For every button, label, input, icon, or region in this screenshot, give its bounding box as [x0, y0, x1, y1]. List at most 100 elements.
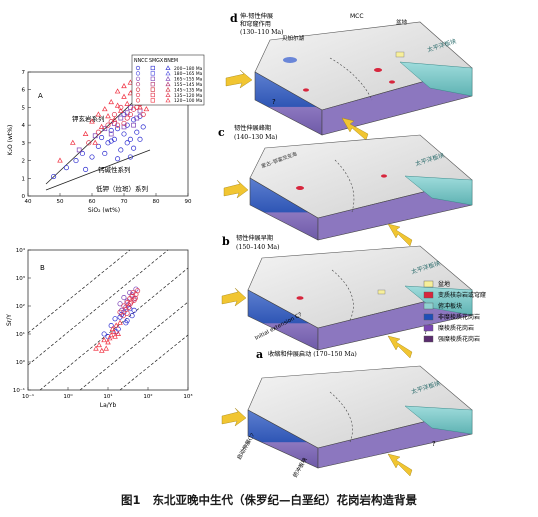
scatter-point — [101, 337, 107, 343]
x-tick-label: 80 — [153, 199, 160, 205]
scatter-point — [124, 100, 130, 106]
legend-age: 155~145 Ma — [174, 82, 203, 88]
plot-b-ylabel: Sr/Y — [6, 314, 13, 326]
legend-symbol-bnem — [165, 70, 171, 76]
block-d-question: ? — [272, 98, 276, 106]
block-c-fault — [334, 159, 355, 213]
block-b: b 韧性伸展早期 (150–140 Ma) 太平洋板块 Initial exte… — [221, 234, 473, 359]
legend-symbol-smgx — [150, 87, 155, 92]
scatter-point — [137, 104, 143, 110]
block-d-basin — [395, 51, 405, 58]
x-tick-label: 70 — [121, 199, 128, 205]
y-tick-label: 10¹ — [16, 331, 25, 338]
block-d-letter: d — [230, 12, 238, 25]
scatter-point — [108, 138, 114, 144]
block-b-question: ? — [424, 328, 428, 336]
y-tick-label: 2 — [22, 159, 26, 165]
block-d-lake-label: 贝加尔湖 — [282, 34, 305, 42]
scatter-point — [108, 98, 114, 105]
plot-b-yticks: 10⁻¹ 10⁰ 10¹ 10² 10³ 10⁴ — [13, 247, 31, 394]
scatter-point — [117, 309, 123, 315]
scatter-point — [102, 150, 108, 157]
y-tick-label: 1 — [22, 176, 26, 182]
legend-symbol-bnem — [165, 86, 171, 92]
scatter-point — [106, 335, 113, 341]
block-b-arrow-left — [221, 287, 247, 307]
legend-symbol-smgx — [150, 82, 155, 87]
scatter-point — [130, 290, 136, 296]
block-c-arrow-right — [387, 223, 413, 247]
legend-symbol-bnem — [165, 65, 171, 70]
scatter-point — [115, 126, 121, 132]
scatter-point — [134, 129, 140, 135]
scatter-point — [92, 133, 98, 139]
plot-b-frame — [27, 249, 189, 391]
scatter-point — [115, 122, 121, 128]
legend-symbol-smgx — [150, 98, 155, 103]
legend-age: 180~165 Ma — [174, 71, 203, 77]
x-tick-label: 10⁻¹ — [22, 393, 34, 400]
scatter-point — [83, 166, 89, 172]
scatter-point — [108, 323, 114, 329]
legend-age: 135~120 Ma — [174, 93, 203, 99]
y-tick-label: 10² — [16, 303, 25, 310]
caption-fig-number: 图1 — [120, 493, 141, 507]
scatter-point — [127, 301, 133, 307]
scatter-point — [124, 115, 130, 121]
figure-caption: 图1 东北亚晚中生代（侏罗纪—白垩纪）花岗岩构造背景 — [0, 492, 538, 508]
legend-symbol-nncc — [135, 82, 141, 87]
scatter-point — [112, 333, 118, 339]
legend-symbol-nncc — [135, 98, 141, 103]
scatter-point — [114, 102, 121, 108]
y-tick-label: 7 — [22, 70, 26, 76]
block-c-letter: c — [218, 126, 225, 139]
block-d-basin-label: 盆地 — [396, 18, 408, 26]
scatter-point — [127, 79, 134, 85]
plot-b-label: B — [40, 264, 45, 272]
legend-symbol-nncc — [135, 87, 141, 92]
block-c-mcc — [296, 186, 304, 190]
block-d-arrow-right — [341, 117, 369, 141]
legend-symbol-nncc — [135, 76, 141, 81]
legend-age: 145~135 Ma — [174, 87, 203, 93]
scatter-point — [112, 316, 118, 322]
scatter-point — [111, 116, 118, 122]
scatter-point — [101, 331, 107, 337]
scatter-point — [129, 292, 135, 298]
scatter-point — [131, 122, 136, 128]
scatter-point — [118, 115, 124, 121]
block-c-age: (140–130 Ma) — [234, 134, 278, 141]
block-a-fault — [329, 391, 353, 443]
block-a-arrow-right — [387, 453, 413, 477]
block-a-letter: a — [256, 348, 263, 361]
scatter-point — [99, 134, 105, 141]
plot-b-points — [93, 286, 141, 353]
legend-swatch — [423, 324, 434, 332]
legend-swatch — [423, 280, 434, 288]
legend-symbol-smgx — [150, 92, 155, 98]
scatter-point — [121, 131, 127, 137]
scatter-point — [115, 156, 121, 162]
scatter-point — [121, 93, 127, 99]
y-tick-label: 10⁻¹ — [13, 387, 25, 394]
legend-label: 糜棱质花岗岩 — [438, 324, 474, 332]
scatter-point — [95, 111, 102, 117]
scatter-point — [121, 124, 127, 130]
x-tick-label: 10¹ — [103, 393, 112, 400]
y-tick-label: 10⁰ — [16, 359, 26, 366]
plot-a-xticks: 40 50 60 70 80 90 — [25, 193, 192, 205]
scatter-point — [133, 286, 139, 292]
scatter-point — [117, 314, 123, 320]
scatter-point — [108, 131, 114, 137]
legend-symbol-nncc — [135, 71, 141, 76]
y-tick-label: 6 — [22, 88, 26, 94]
legend-label: 盆地 — [438, 280, 450, 288]
scatter-point — [82, 130, 89, 136]
plot-a-xlabel: SiO₂ (wt%) — [88, 207, 120, 214]
caption-text: 东北亚晚中生代（侏罗纪—白垩纪）花岗岩构造背景 — [152, 493, 418, 507]
block-d: d 伸-韧性伸展 和穹窿作用 (130–110 Ma) MCC 贝加尔湖 盆地 … — [225, 12, 473, 141]
scatter-point — [103, 345, 109, 351]
